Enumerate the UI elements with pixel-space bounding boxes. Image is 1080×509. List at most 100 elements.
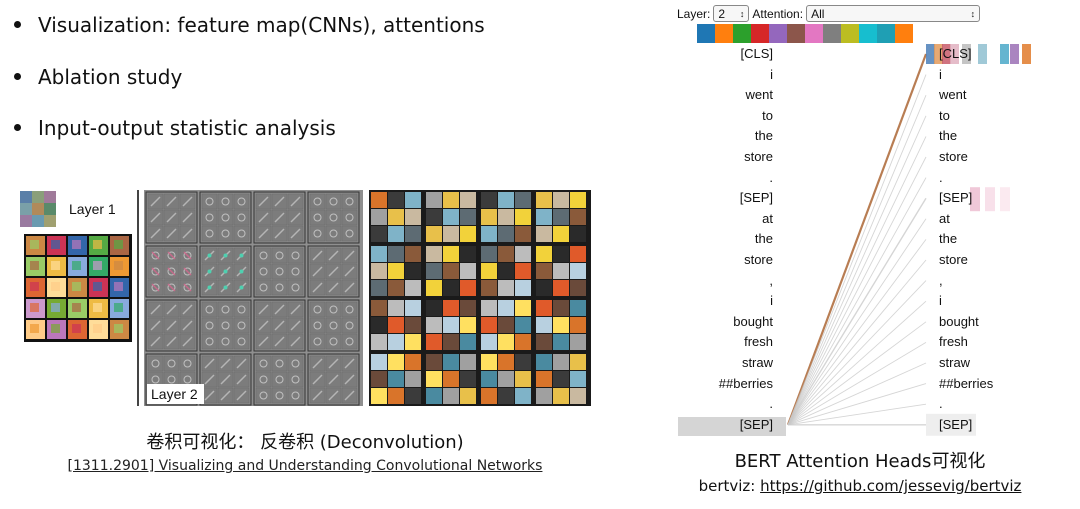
attention-line <box>786 53 928 426</box>
right-token[interactable]: bought <box>939 313 979 329</box>
attention-line <box>787 383 927 426</box>
head-color-swatch[interactable] <box>805 24 823 43</box>
right-token[interactable]: [CLS] <box>939 46 972 61</box>
bertviz-link[interactable]: https://github.com/jessevig/bertviz <box>760 477 1022 495</box>
attention-line <box>787 115 927 425</box>
attention-line <box>787 156 927 426</box>
attention-line <box>787 177 927 426</box>
bullet-text: Visualization: feature map(CNNs), attent… <box>38 13 485 37</box>
left-token[interactable]: i <box>770 293 773 309</box>
layer1-filter-thumbnail <box>20 191 56 227</box>
right-token[interactable]: , <box>939 272 943 288</box>
bertviz-controls: Layer: 2 ↕ Attention: All ↕ <box>677 5 983 22</box>
left-token[interactable]: bought <box>733 313 773 329</box>
head-color-swatch[interactable] <box>859 24 877 43</box>
attention-head-color-bar <box>697 24 913 43</box>
attention-select-label: Attention: <box>752 6 804 21</box>
bullet-text: Input-output statistic analysis <box>38 116 336 140</box>
head-color-swatch[interactable] <box>769 24 787 43</box>
head-color-swatch[interactable] <box>823 24 841 43</box>
attention-line <box>787 321 927 426</box>
attention-weight-block <box>970 187 980 212</box>
layer-select[interactable]: 2 ↕ <box>713 5 750 22</box>
attention-line <box>787 403 927 426</box>
layer-select-label: Layer: <box>677 6 711 21</box>
left-token[interactable]: . <box>769 169 773 185</box>
head-color-swatch[interactable] <box>715 24 733 43</box>
bertviz-caption: BERT Attention Heads可视化 <box>734 451 986 472</box>
right-token[interactable]: [SEP] <box>939 190 973 206</box>
right-token[interactable]: went <box>939 87 967 103</box>
left-token[interactable]: went <box>745 87 773 103</box>
attention-line <box>787 239 927 426</box>
left-token[interactable]: [SEP] <box>739 190 773 206</box>
left-token[interactable]: ##berries <box>718 375 773 391</box>
right-token[interactable]: the <box>939 231 958 247</box>
attention-line <box>787 280 927 426</box>
right-token[interactable]: to <box>939 107 950 123</box>
attention-line <box>787 95 927 425</box>
select-arrows-icon: ↕ <box>739 8 745 19</box>
left-token[interactable]: [CLS] <box>740 46 773 61</box>
attention-line <box>787 362 927 426</box>
head-color-swatch[interactable] <box>787 24 805 43</box>
right-token[interactable]: at <box>939 210 950 226</box>
attention-weight-block <box>950 44 959 64</box>
selected-token-highlight <box>678 417 786 436</box>
bullet-io-analysis: Input-output statistic analysis <box>14 116 336 140</box>
deconv-caption: 卷积可视化： 反卷积 (Deconvolution) <box>146 432 464 453</box>
deconv-paper-link[interactable]: [1311.2901] Visualizing and Understandin… <box>67 458 543 474</box>
right-token[interactable]: [SEP] <box>939 416 973 432</box>
select-arrows-icon: ↕ <box>970 8 976 19</box>
attention-weight-block <box>926 413 976 436</box>
bullet-dot-icon <box>14 21 21 28</box>
left-token[interactable]: [SEP] <box>739 416 773 432</box>
right-token[interactable]: store <box>939 252 968 267</box>
attention-select-value: All <box>811 6 825 21</box>
right-token[interactable]: ##berries <box>939 375 994 391</box>
head-color-swatch[interactable] <box>895 24 913 43</box>
bullet-ablation: Ablation study <box>14 65 182 89</box>
attention-weight-block <box>1010 44 1019 64</box>
right-token[interactable]: i <box>939 66 942 82</box>
head-color-swatch[interactable] <box>751 24 769 43</box>
left-token[interactable]: i <box>770 66 773 82</box>
layer-select-value: 2 <box>718 6 726 21</box>
head-color-swatch[interactable] <box>733 24 751 43</box>
right-token[interactable]: i <box>939 293 942 309</box>
bullet-text: Ablation study <box>38 65 183 89</box>
right-token[interactable]: store <box>939 149 968 164</box>
left-token[interactable]: to <box>762 107 773 123</box>
attention-weight-block <box>985 187 995 212</box>
left-token[interactable]: store <box>744 252 773 267</box>
head-color-swatch[interactable] <box>841 24 859 43</box>
attention-weight-block <box>1000 44 1009 64</box>
attention-select[interactable]: All ↕ <box>806 5 981 22</box>
left-token[interactable]: the <box>754 128 773 144</box>
attention-line <box>787 136 927 425</box>
left-token[interactable]: . <box>769 396 773 412</box>
right-token[interactable]: fresh <box>939 334 968 350</box>
attention-weight-block <box>934 44 943 64</box>
attention-weight-blocks <box>926 44 1031 436</box>
left-token[interactable]: fresh <box>744 334 773 350</box>
left-token[interactable]: store <box>744 149 773 164</box>
attention-weight-block <box>978 44 987 64</box>
right-token[interactable]: . <box>939 396 943 412</box>
bullet-dot-icon <box>14 124 21 131</box>
layer2-image-patches <box>369 190 591 406</box>
left-token[interactable]: straw <box>741 355 773 370</box>
attention-weight-block <box>942 44 951 64</box>
right-token[interactable]: the <box>939 128 958 144</box>
left-token[interactable]: , <box>769 272 773 288</box>
head-color-swatch[interactable] <box>697 24 715 43</box>
right-token[interactable]: straw <box>939 355 971 370</box>
head-color-swatch[interactable] <box>877 24 895 43</box>
attention-line <box>787 218 927 426</box>
left-token[interactable]: at <box>762 210 773 226</box>
left-token[interactable]: the <box>754 231 773 247</box>
right-token[interactable]: . <box>939 169 943 185</box>
layer2-feature-grid <box>144 190 363 406</box>
layer1-feature-patches <box>24 234 132 342</box>
